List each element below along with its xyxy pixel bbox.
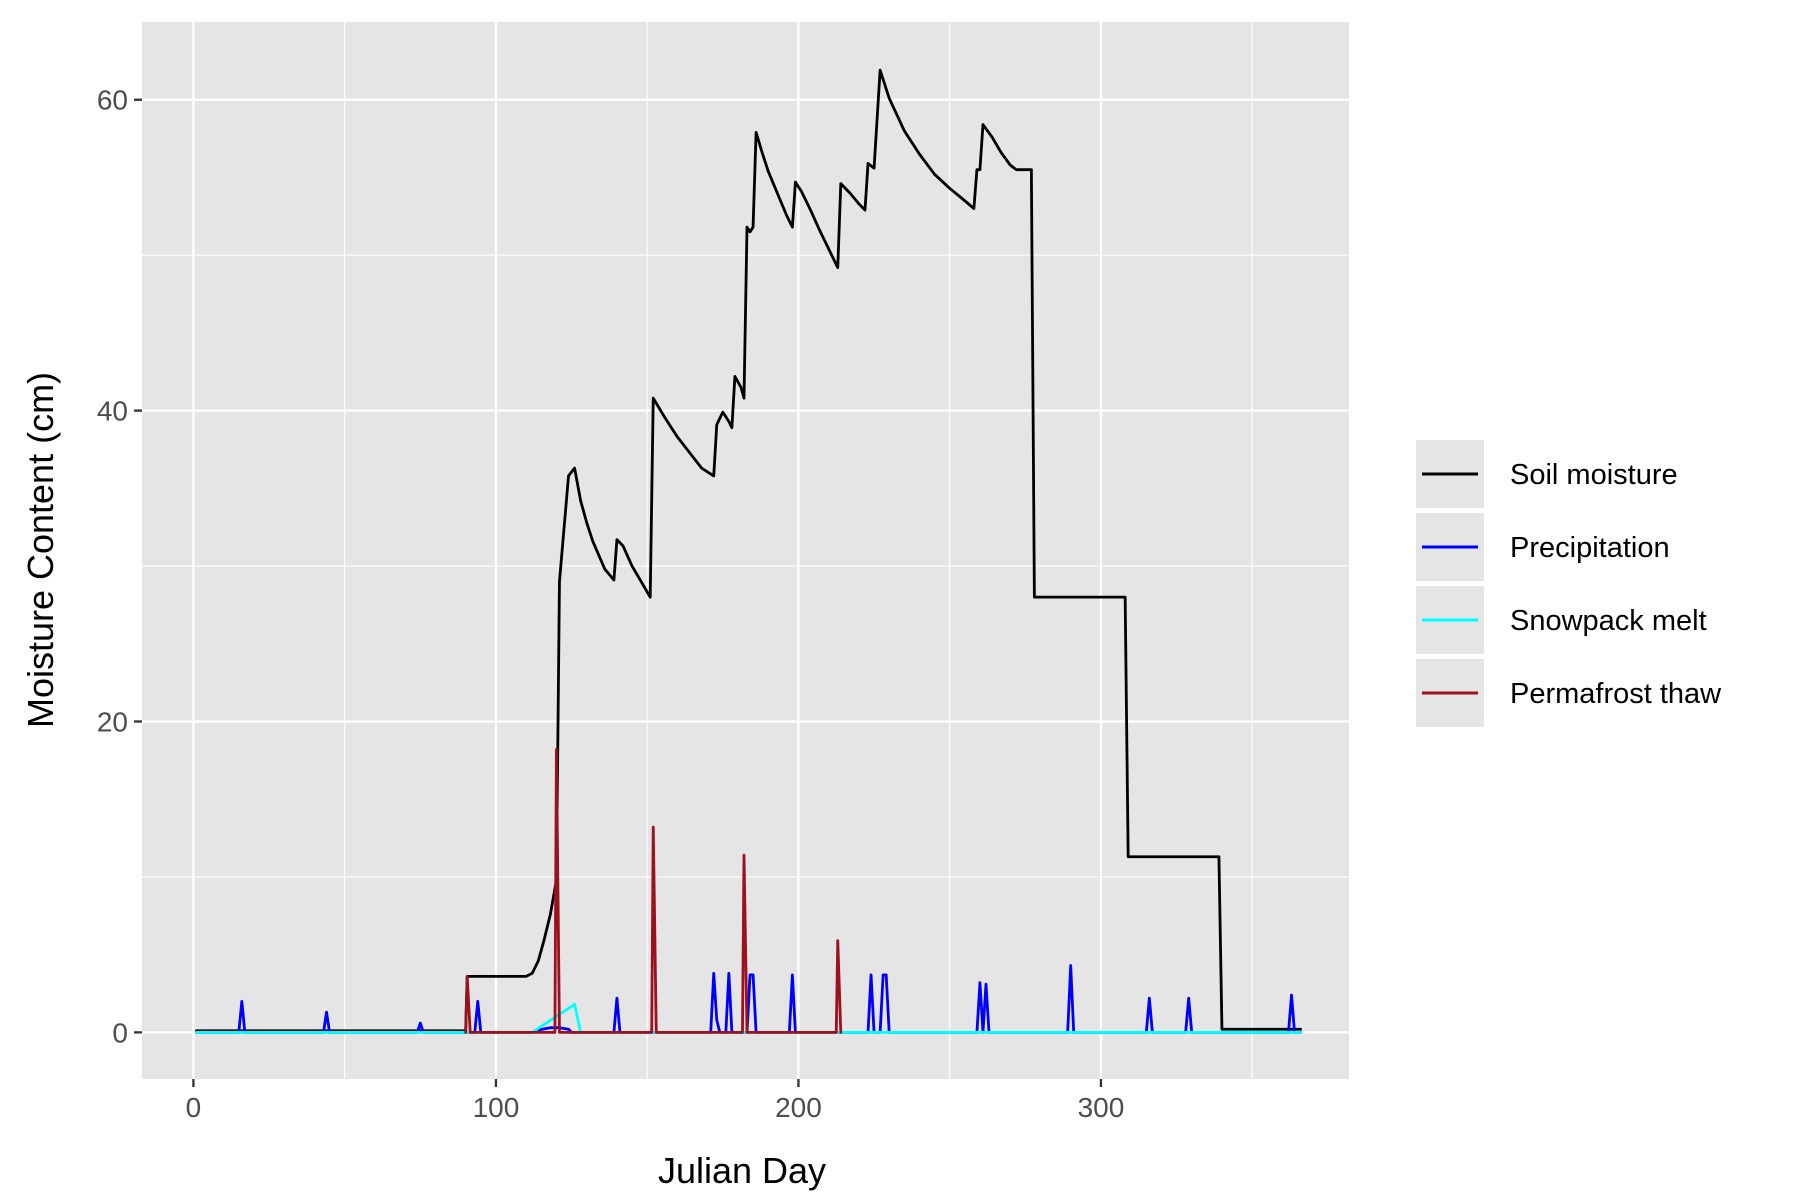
x-tick-label: 300 bbox=[1078, 1092, 1125, 1123]
series-line-permafrost-thaw bbox=[464, 748, 843, 1034]
legend-label-precipitation: Precipitation bbox=[1510, 532, 1670, 564]
y-tick-label: 20 bbox=[97, 706, 128, 737]
y-tick-label: 60 bbox=[97, 85, 128, 116]
series-line-soil-moisture bbox=[195, 68, 1302, 1033]
x-tick-label: 0 bbox=[186, 1092, 202, 1123]
x-axis-title: Julian Day bbox=[658, 1150, 826, 1191]
legend-label-snowpack-melt: Snowpack melt bbox=[1510, 605, 1707, 637]
series-layer bbox=[195, 68, 1302, 1034]
y-tick-label: 0 bbox=[112, 1017, 128, 1048]
x-tick-label: 100 bbox=[473, 1092, 520, 1123]
tick-labels: 0 100 200 300 0 20 40 60 bbox=[97, 85, 1124, 1123]
minor-gridlines bbox=[142, 22, 1349, 1079]
x-tick-label: 200 bbox=[775, 1092, 822, 1123]
legend: Soil moisture Precipitation Snowpack melt P… bbox=[1416, 440, 1722, 727]
y-tick-label: 40 bbox=[97, 396, 128, 427]
axis-ticks bbox=[134, 98, 1103, 1087]
legend-label-permafrost-thaw: Permafrost thaw bbox=[1510, 678, 1722, 710]
y-axis-title: Moisture Content (cm) bbox=[20, 372, 61, 728]
legend-label-soil-moisture: Soil moisture bbox=[1510, 459, 1678, 491]
